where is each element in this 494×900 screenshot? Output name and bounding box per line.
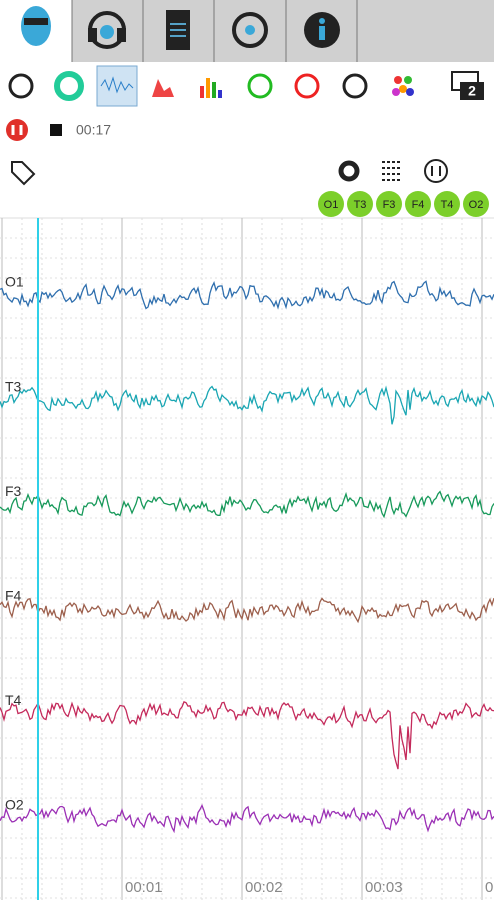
gear-icon[interactable] — [338, 160, 360, 182]
channel-label: F3 — [383, 199, 396, 211]
tool-icon — [100, 76, 134, 94]
channel-label: T4 — [441, 199, 454, 211]
tag-icon[interactable] — [11, 161, 36, 186]
eeg-trace — [0, 280, 494, 310]
tool-icon[interactable] — [392, 76, 414, 96]
time-label: 00:01 — [125, 879, 163, 896]
pause-stream[interactable] — [424, 159, 448, 183]
eeg-trace — [0, 490, 494, 519]
tab-audio-icon[interactable] — [88, 11, 126, 49]
channel-label: O1 — [324, 199, 339, 211]
badge: 2 — [468, 83, 476, 99]
tool-icon[interactable] — [54, 71, 84, 101]
filter-icon[interactable] — [382, 161, 402, 181]
tool-icon[interactable] — [200, 78, 222, 98]
badge-box — [460, 82, 484, 100]
trace-label: O2 — [5, 797, 24, 813]
tool-icon[interactable] — [247, 73, 273, 99]
channel-button[interactable] — [347, 191, 373, 217]
channel-button[interactable] — [376, 191, 402, 217]
pause-button[interactable] — [6, 119, 28, 141]
eeg-trace — [0, 803, 494, 834]
tool-icon[interactable] — [342, 73, 368, 99]
tool-icon[interactable] — [294, 73, 320, 99]
tab-settings-icon[interactable] — [232, 12, 268, 48]
trace-label: T3 — [5, 378, 22, 394]
eeg-trace — [0, 701, 494, 770]
tool-icon[interactable] — [152, 79, 174, 97]
eeg-trace — [0, 385, 494, 425]
tab-info-icon[interactable] — [304, 12, 340, 48]
tab-head-icon[interactable] — [21, 6, 51, 46]
trace-label: F4 — [5, 588, 22, 604]
tool-icon[interactable] — [8, 73, 34, 99]
channel-label: O2 — [469, 199, 484, 211]
trace-label: O1 — [5, 274, 24, 290]
time-label: 00:03 — [365, 879, 403, 896]
channel-button[interactable] — [434, 191, 460, 217]
eeg-trace — [0, 597, 494, 624]
time-label: 00:02 — [245, 879, 283, 896]
record-time: 00:17 — [76, 122, 111, 138]
stop-button[interactable] — [50, 124, 62, 136]
channel-label: F4 — [412, 199, 425, 211]
trace-label: F3 — [5, 483, 22, 499]
trace-label: T4 — [5, 692, 22, 708]
channel-button[interactable] — [463, 191, 489, 217]
tab-file-icon[interactable] — [166, 10, 190, 50]
channel-button[interactable] — [318, 191, 344, 217]
eeg-chart: 00:01 00:02 00:03 00:04 O1 T3 F3 F4 T4 O2 — [0, 217, 494, 900]
channel-button[interactable] — [405, 191, 431, 217]
toolbar: 2 — [8, 65, 484, 107]
time-label: 00:04 — [485, 879, 494, 896]
channel-label: T3 — [354, 199, 367, 211]
